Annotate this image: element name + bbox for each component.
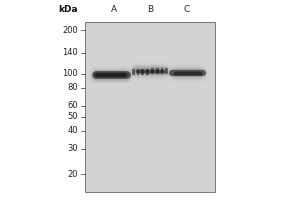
- Text: C: C: [183, 5, 189, 14]
- Text: 140: 140: [62, 48, 78, 57]
- Text: 40: 40: [68, 126, 78, 135]
- Text: B: B: [147, 5, 153, 14]
- Text: 30: 30: [67, 144, 78, 153]
- Text: 80: 80: [67, 83, 78, 92]
- Text: A: A: [111, 5, 117, 14]
- Text: 200: 200: [62, 26, 78, 35]
- Text: 20: 20: [68, 170, 78, 179]
- Text: kDa: kDa: [58, 5, 78, 14]
- Text: 50: 50: [68, 112, 78, 121]
- Text: 60: 60: [67, 101, 78, 110]
- Text: 100: 100: [62, 69, 78, 78]
